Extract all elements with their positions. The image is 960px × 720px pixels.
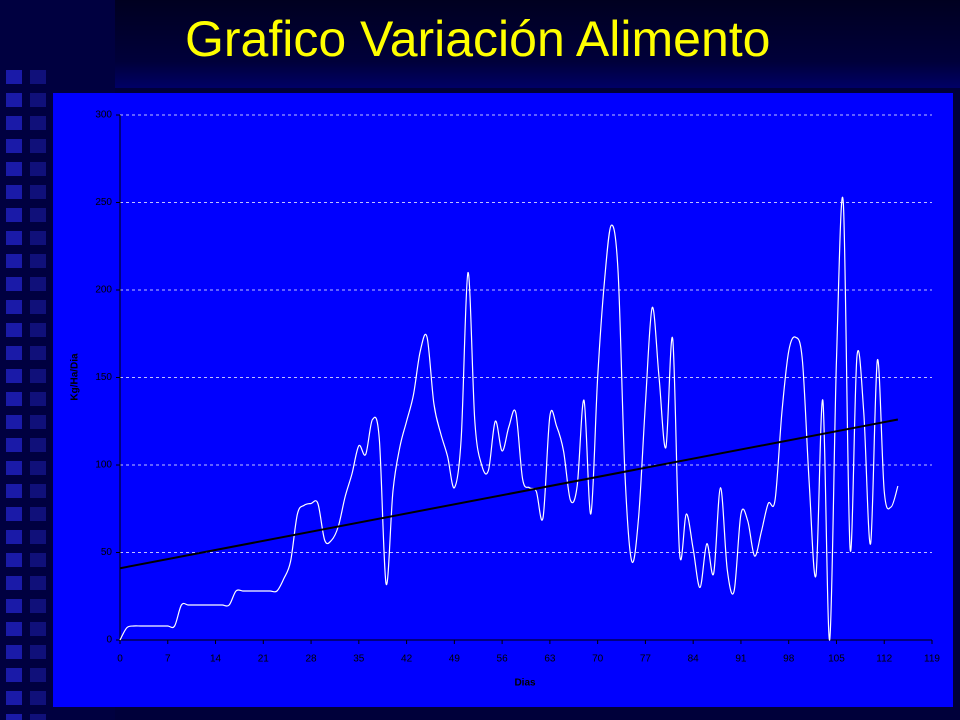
y-tick-label: 200 [95,285,112,296]
x-tick-label: 28 [305,654,317,665]
x-tick-label: 35 [353,654,365,665]
x-axis-label: Dias [514,678,536,689]
x-tick-label: 49 [449,654,461,665]
x-tick-label: 63 [544,654,556,665]
title-band [115,0,960,88]
x-tick-label: 14 [210,654,222,665]
x-tick-label: 77 [640,654,652,665]
x-tick-label: 119 [924,654,940,665]
trend-line [119,418,899,570]
x-tick-label: 98 [783,654,795,665]
x-tick-label: 112 [876,654,892,665]
chart-area [53,93,953,707]
y-tick-label: 0 [106,635,112,646]
y-axis-label: Kg/Ha/Dia [70,353,81,401]
x-tick-label: 105 [828,654,845,665]
y-tick-label: 50 [101,547,113,558]
x-tick-label: 84 [688,654,700,665]
x-tick-label: 0 [117,654,123,665]
x-tick-label: 56 [497,654,509,665]
x-tick-label: 42 [401,654,413,665]
slide-title: Grafico Variación Alimento [185,11,771,67]
y-tick-label: 300 [95,110,112,121]
x-tick-label: 70 [592,654,604,665]
data-line [119,196,899,641]
x-tick-label: 91 [735,654,747,665]
x-tick-label: 21 [258,654,270,665]
y-tick-label: 100 [95,460,112,471]
y-tick-label: 150 [95,372,112,383]
y-tick-label: 250 [95,197,112,208]
x-tick-label: 7 [165,654,171,665]
